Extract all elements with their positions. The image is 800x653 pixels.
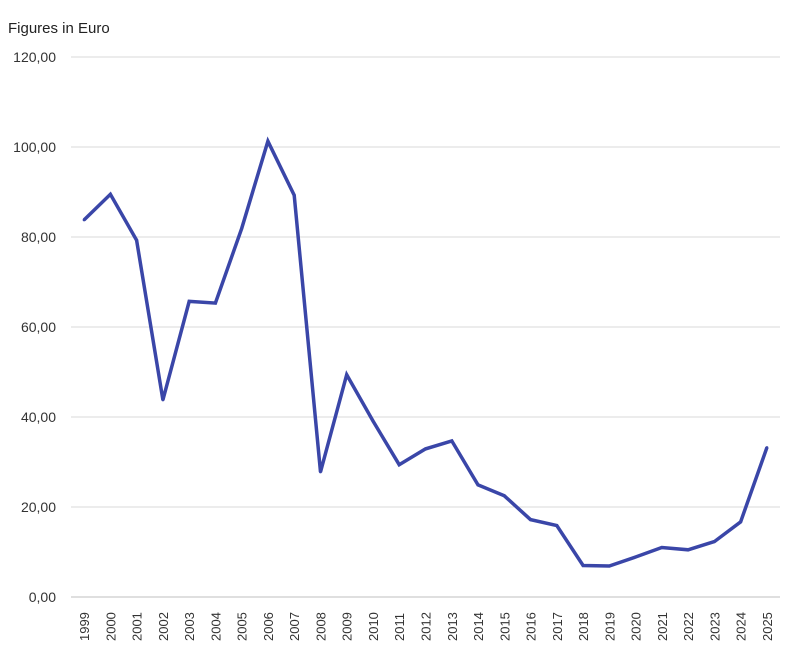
x-tick-label: 2011 [392,613,407,641]
data-point-2022 [686,548,690,552]
x-tick-label: 2020 [629,612,644,641]
y-tick-label: 40,00 [21,409,56,425]
data-point-2021 [660,546,664,549]
data-point-2005 [240,226,244,230]
x-tick-label: 2023 [707,612,722,641]
x-tick-label: 2024 [734,612,749,641]
x-tick-label: 2002 [156,612,171,641]
data-point-2000 [108,192,112,196]
data-point-2013 [450,439,454,443]
y-axis-unit-label: Figures in Euro [8,20,110,37]
data-point-2011 [397,463,401,467]
data-point-2019 [607,564,611,568]
x-tick-label: 2004 [208,612,223,641]
x-tick-label: 1999 [77,612,92,641]
x-tick-label: 2015 [497,612,512,641]
x-tick-label: 2013 [445,612,460,641]
x-tick-label: 2008 [313,612,328,641]
y-tick-label: 100,00 [13,139,56,155]
x-tick-label: 2016 [524,612,539,641]
data-point-2008 [318,470,322,474]
x-tick-label: 2014 [471,612,486,641]
y-tick-label: 0,00 [29,589,56,605]
data-point-2010 [371,419,375,423]
data-point-2025 [765,446,769,450]
series-line [82,136,769,568]
x-tick-label: 2003 [182,612,197,641]
data-point-2020 [634,555,638,559]
data-point-2007 [292,193,296,197]
y-tick-label: 60,00 [21,319,56,335]
data-point-2016 [529,518,533,522]
x-tick-label: 2017 [550,612,565,641]
data-point-2023 [712,540,716,544]
data-point-2006 [266,139,270,143]
x-tick-label: 2001 [130,612,145,641]
data-point-2024 [739,520,743,524]
series-layer [82,136,769,568]
x-tick-label: 2012 [419,612,434,641]
x-tick-label: 2021 [655,612,670,641]
data-point-1999 [82,218,86,222]
data-point-2004 [213,301,217,305]
data-point-2012 [424,447,427,451]
x-tick-label: 2006 [261,612,276,641]
x-tick-label: 2010 [366,612,381,641]
x-tick-label: 2007 [287,612,302,641]
y-tick-label: 120,00 [13,49,56,65]
data-point-2017 [555,523,559,527]
y-tick-label: 80,00 [21,229,56,245]
x-tick-labels: 1999 2000 2001 2002 2003 2004 2005 2006 2007 2008… [77,612,775,641]
data-point-2018 [581,564,585,567]
x-tick-label: 2000 [103,612,118,641]
x-tick-label: 2022 [681,612,696,641]
x-tick-label: 2005 [235,612,250,641]
data-point-2009 [345,373,349,377]
data-point-2014 [476,483,480,487]
x-tick-label: 2025 [760,612,775,641]
x-tick-label: 2009 [340,612,355,641]
data-point-2001 [135,238,139,242]
y-tick-labels: 0,00 20,00 40,00 60,00 80,00 100,00 120,00 [13,49,56,605]
y-tick-label: 20,00 [21,499,56,515]
data-point-2015 [502,494,506,498]
x-tick-label: 2019 [602,612,617,641]
gridlines [71,56,780,598]
data-point-2002 [161,398,165,402]
data-point-2003 [187,299,191,303]
x-tick-label: 2018 [576,612,591,641]
